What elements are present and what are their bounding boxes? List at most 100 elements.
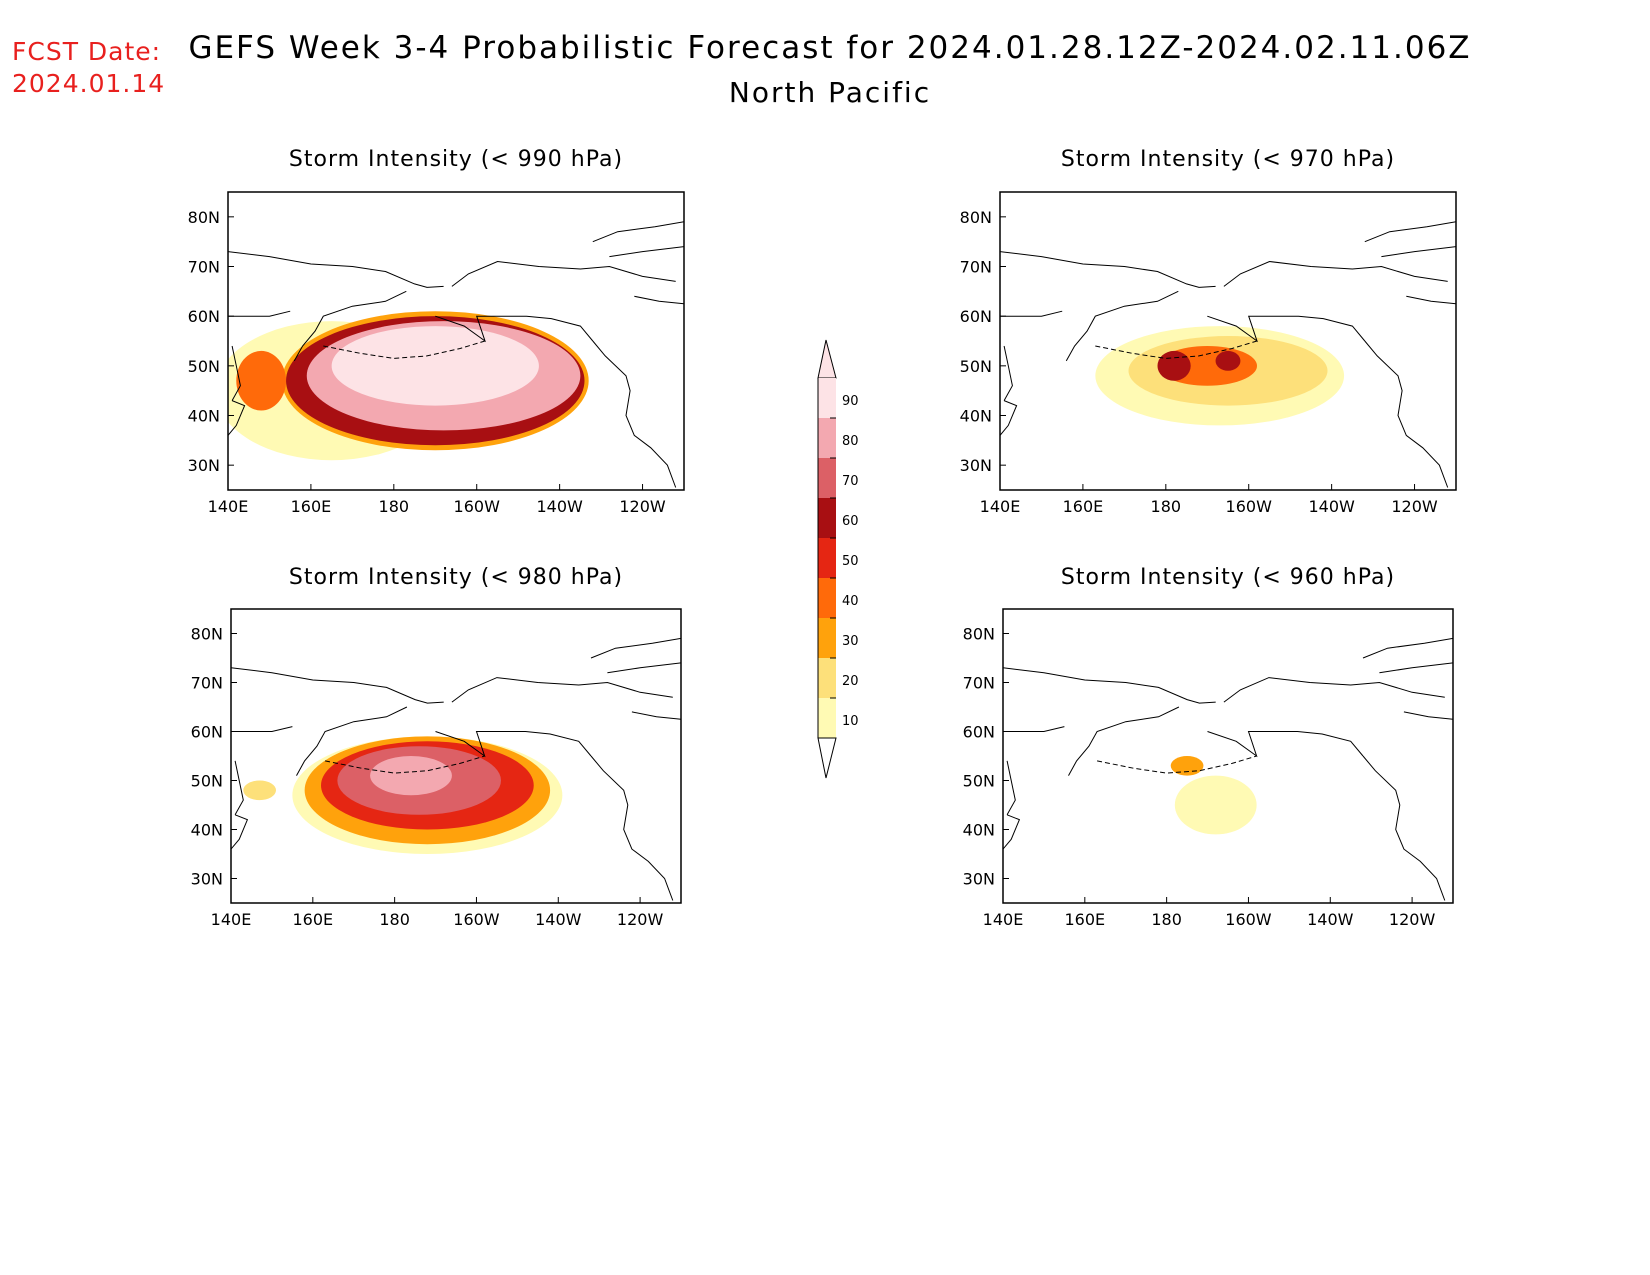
coastline [1207,315,1366,343]
map-frame [999,191,1457,491]
coastline [451,677,673,703]
probability-region-90 [331,326,539,406]
colorbar-swatch [818,618,836,658]
coastline [1364,221,1456,243]
y-tick-label: 70N [188,258,220,277]
y-tick-label: 80N [963,625,995,644]
coastline [231,667,444,704]
island-chain [1095,340,1258,359]
colorbar: 90 80 70 60 50 40 30 20 10 [817,339,859,779]
coastline [1003,345,1013,401]
panel-title: Storm Intensity (< 970 hPa) [1061,147,1395,172]
coastline [607,662,681,674]
colorbar-label: 30 [842,634,859,649]
coastline [1379,662,1453,674]
y-tick-label: 60N [191,723,223,742]
coastline [1065,290,1179,362]
panels-layer: Storm Intensity (< 990 hPa) 140E 160E 180 16… [188,147,1457,929]
x-tick-label: 140W [536,497,583,516]
y-tick-label: 80N [188,208,220,227]
coastline [631,711,681,720]
coastlines [1003,637,1453,901]
coastline [234,760,244,816]
coastline [1223,260,1448,287]
y-tick-label: 60N [188,307,220,326]
colorbar-swatch [818,498,836,538]
coastlines [231,637,681,901]
panel-title: Storm Intensity (< 990 hPa) [289,147,623,172]
coastline [1068,706,1180,776]
coastline [590,637,681,659]
x-tick-label: 120W [617,910,664,929]
y-tick-label: 30N [963,870,995,889]
x-tick-label: 180 [379,497,410,516]
coastline [1006,760,1016,816]
y-tick-label: 30N [960,456,992,475]
x-tick-label: 180 [379,910,410,929]
colorbar-swatch [818,458,836,498]
colorbar-label: 90 [842,394,859,409]
probability-region-10 [1174,775,1257,835]
island-chain [323,340,486,359]
map-frame [1002,608,1454,904]
probability-region-20 [243,780,276,801]
coastline [435,731,592,758]
colorbar-swatch [818,578,836,618]
x-tick-label: 160E [291,497,332,516]
coastline [231,726,293,732]
colorbar-swatch [818,658,836,698]
fcst-date-value: 2024.01.14 [12,69,166,98]
map-panel-p990: Storm Intensity (< 990 hPa) 140E 160E 180 16… [188,147,685,516]
coastline [1000,251,1216,288]
probability-region-40 [236,350,287,411]
coastline [296,706,408,776]
coastline [228,251,444,288]
coastline [231,814,249,851]
coastline [1000,310,1063,317]
y-tick-label: 80N [960,208,992,227]
x-tick-label: 160E [1063,497,1104,516]
colorbar-label: 50 [842,554,859,569]
coastline [592,221,684,243]
colorbar-label: 40 [842,594,859,609]
colorbar-swatch [818,698,836,738]
x-tick-label: 160W [1226,497,1273,516]
coastline [634,295,684,305]
coastline [1003,667,1216,704]
map-panel-p960: Storm Intensity (< 960 hPa) 140E 160E 180 16… [963,565,1454,929]
y-tick-label: 70N [191,674,223,693]
panel-title: Storm Intensity (< 980 hPa) [289,565,623,590]
colorbar-label: 70 [842,474,859,489]
y-tick-label: 30N [188,456,220,475]
y-tick-label: 80N [191,625,223,644]
map-frame [227,191,685,491]
coastline [1406,295,1456,305]
y-tick-label: 70N [963,674,995,693]
coastline [1381,246,1456,258]
probability-region-30 [1170,756,1204,776]
coastline [1003,814,1021,851]
panel-title: Storm Intensity (< 960 hPa) [1061,565,1395,590]
y-tick-label: 50N [191,772,223,791]
y-tick-label: 40N [960,407,992,426]
probability-fields [1095,326,1345,426]
x-tick-label: 160W [454,497,501,516]
x-tick-label: 120W [1389,910,1436,929]
x-tick-label: 140W [535,910,582,929]
colorbar-swatch [818,418,836,458]
coastline [1003,726,1065,732]
colorbar-swatch [818,538,836,578]
y-tick-label: 40N [963,821,995,840]
x-tick-label: 160E [292,910,333,929]
probability-fields [243,736,563,854]
y-tick-label: 40N [191,821,223,840]
y-tick-label: 40N [188,407,220,426]
coastline [1207,731,1364,758]
map-panel-p980: Storm Intensity (< 980 hPa) 140E 160E 180 16… [191,565,682,929]
y-tick-label: 50N [960,357,992,376]
coastline [1223,677,1445,703]
y-tick-label: 50N [963,772,995,791]
coastline [1000,400,1018,437]
coastline [228,310,291,317]
x-tick-label: 140E [211,910,252,929]
